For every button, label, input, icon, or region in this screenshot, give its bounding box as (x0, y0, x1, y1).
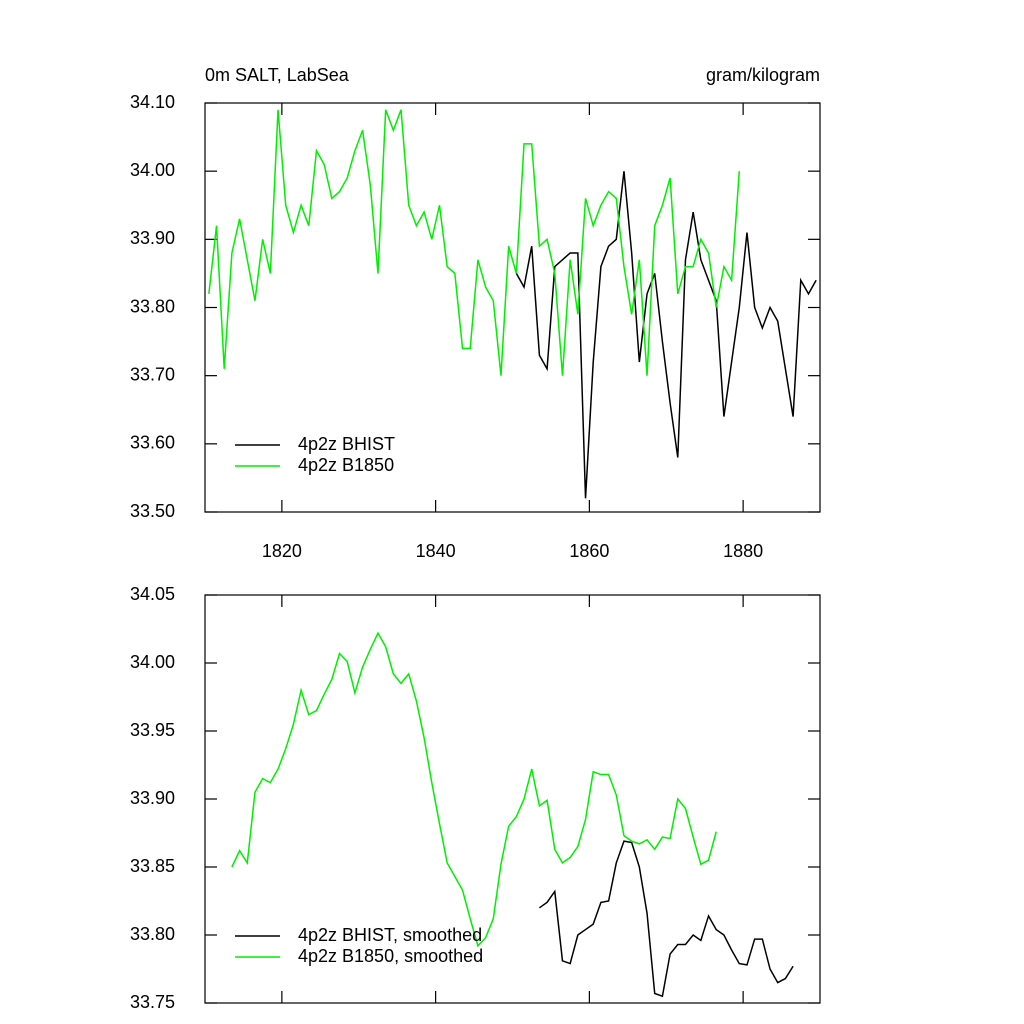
y-tick-label: 33.70 (130, 364, 175, 384)
x-tick-label: 1820 (262, 541, 302, 561)
y-tick-label: 33.95 (130, 720, 175, 740)
legend-label: 4p2z BHIST, smoothed (298, 925, 482, 945)
y-tick-label: 33.75 (130, 992, 175, 1012)
y-tick-label: 33.90 (130, 788, 175, 808)
units-label: gram/kilogram (706, 65, 820, 85)
y-tick-label: 34.00 (130, 652, 175, 672)
y-tick-label: 33.80 (130, 924, 175, 944)
chart-title: 0m SALT, LabSea (205, 65, 350, 85)
legend-label: 4p2z B1850, smoothed (298, 946, 483, 966)
series-line (515, 171, 817, 499)
legend-label: 4p2z B1850 (298, 455, 394, 475)
y-tick-label: 34.05 (130, 584, 175, 604)
y-tick-label: 34.10 (130, 92, 175, 112)
legend-label: 4p2z BHIST (298, 434, 395, 454)
x-tick-label: 1840 (416, 541, 456, 561)
series-line (231, 631, 717, 948)
series-line (538, 840, 794, 998)
y-tick-label: 33.90 (130, 228, 175, 248)
x-tick-label: 1880 (723, 541, 763, 561)
y-tick-label: 33.85 (130, 856, 175, 876)
y-tick-label: 33.50 (130, 501, 175, 521)
y-tick-label: 33.60 (130, 433, 175, 453)
series-line (208, 109, 741, 376)
y-tick-label: 34.00 (130, 160, 175, 180)
x-tick-label: 1860 (569, 541, 609, 561)
y-tick-label: 33.80 (130, 296, 175, 316)
